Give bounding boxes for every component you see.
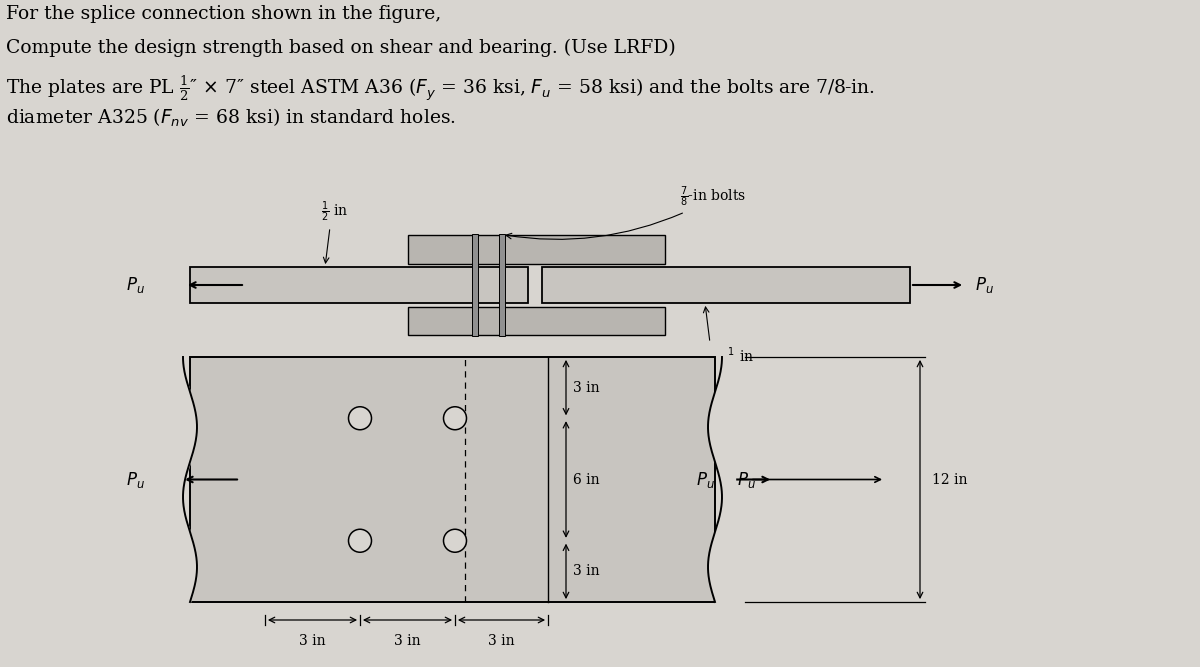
Text: Compute the design strength based on shear and bearing. (Use LRFD): Compute the design strength based on she…: [6, 39, 676, 57]
Text: $\frac{1}{2}$ in: $\frac{1}{2}$ in: [727, 346, 755, 370]
Text: $P_u$: $P_u$: [126, 275, 145, 295]
Text: $P_u$: $P_u$: [126, 470, 145, 490]
Text: 3 in: 3 in: [394, 634, 421, 648]
Text: $\frac{1}{2}$ in: $\frac{1}{2}$ in: [322, 199, 349, 224]
Bar: [408, 235, 665, 263]
Text: 3 in: 3 in: [488, 634, 515, 648]
Bar: [190, 267, 528, 303]
Bar: [542, 267, 910, 303]
Text: $P_u$: $P_u$: [696, 470, 715, 490]
Bar: [499, 235, 505, 336]
Text: 6 in: 6 in: [574, 472, 600, 486]
Text: 3 in: 3 in: [299, 634, 326, 648]
Text: 12 in: 12 in: [932, 472, 967, 486]
Text: 3 in: 3 in: [574, 381, 600, 395]
Circle shape: [348, 407, 372, 430]
Circle shape: [348, 529, 372, 552]
Text: 3 in: 3 in: [574, 564, 600, 578]
Text: $P_u$: $P_u$: [737, 470, 756, 490]
Text: $\frac{7}{8}$-in bolts: $\frac{7}{8}$-in bolts: [680, 185, 746, 209]
Bar: [472, 235, 479, 336]
Text: $P_u$: $P_u$: [974, 275, 994, 295]
Text: diameter A325 ($F_{nv}$ = 68 ksi) in standard holes.: diameter A325 ($F_{nv}$ = 68 ksi) in sta…: [6, 107, 456, 129]
Text: For the splice connection shown in the figure,: For the splice connection shown in the f…: [6, 5, 442, 23]
Circle shape: [444, 407, 467, 430]
Circle shape: [444, 529, 467, 552]
Bar: [408, 307, 665, 334]
Text: The plates are PL $\mathregular{\frac{1}{2}}$″ $\times$ 7″ steel ASTM A36 ($F_y$: The plates are PL $\mathregular{\frac{1}…: [6, 73, 875, 103]
Bar: [190, 357, 715, 602]
